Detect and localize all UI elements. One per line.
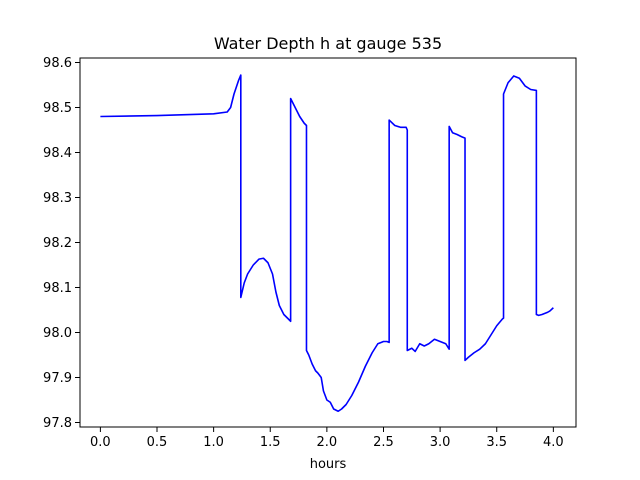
x-tick-label: 4.0 — [543, 435, 564, 450]
y-tick-label: 98.3 — [43, 191, 72, 206]
x-axis-label: hours — [310, 457, 347, 472]
x-tick-label: 0.5 — [147, 435, 168, 450]
chart-title: Water Depth h at gauge 535 — [214, 34, 442, 53]
x-tick-label: 1.0 — [203, 435, 224, 450]
y-tick-label: 98.4 — [43, 146, 72, 161]
y-tick-label: 97.8 — [43, 416, 72, 431]
x-tick-label: 3.5 — [486, 435, 507, 450]
x-axis: 0.0 0.5 1.0 1.5 2.0 2.5 3.0 3.5 4.0 — [90, 427, 564, 450]
y-tick-label: 98.0 — [43, 326, 72, 341]
y-axis: 97.8 97.9 98.0 98.1 98.2 98.3 98.4 98.5 98.6 — [43, 56, 80, 431]
water-depth-series-line — [100, 74, 554, 413]
y-tick-label: 97.9 — [43, 371, 72, 386]
x-tick-label: 2.0 — [317, 435, 338, 450]
x-tick-label: 0.0 — [90, 435, 111, 450]
x-tick-label: 3.0 — [430, 435, 451, 450]
plot-area — [79, 57, 577, 428]
y-tick-label: 98.2 — [43, 236, 72, 251]
x-tick-label: 2.5 — [373, 435, 394, 450]
y-tick-label: 98.6 — [43, 56, 72, 71]
y-tick-label: 98.1 — [43, 281, 72, 296]
x-tick-label: 1.5 — [260, 435, 281, 450]
y-tick-label: 98.5 — [43, 101, 72, 116]
